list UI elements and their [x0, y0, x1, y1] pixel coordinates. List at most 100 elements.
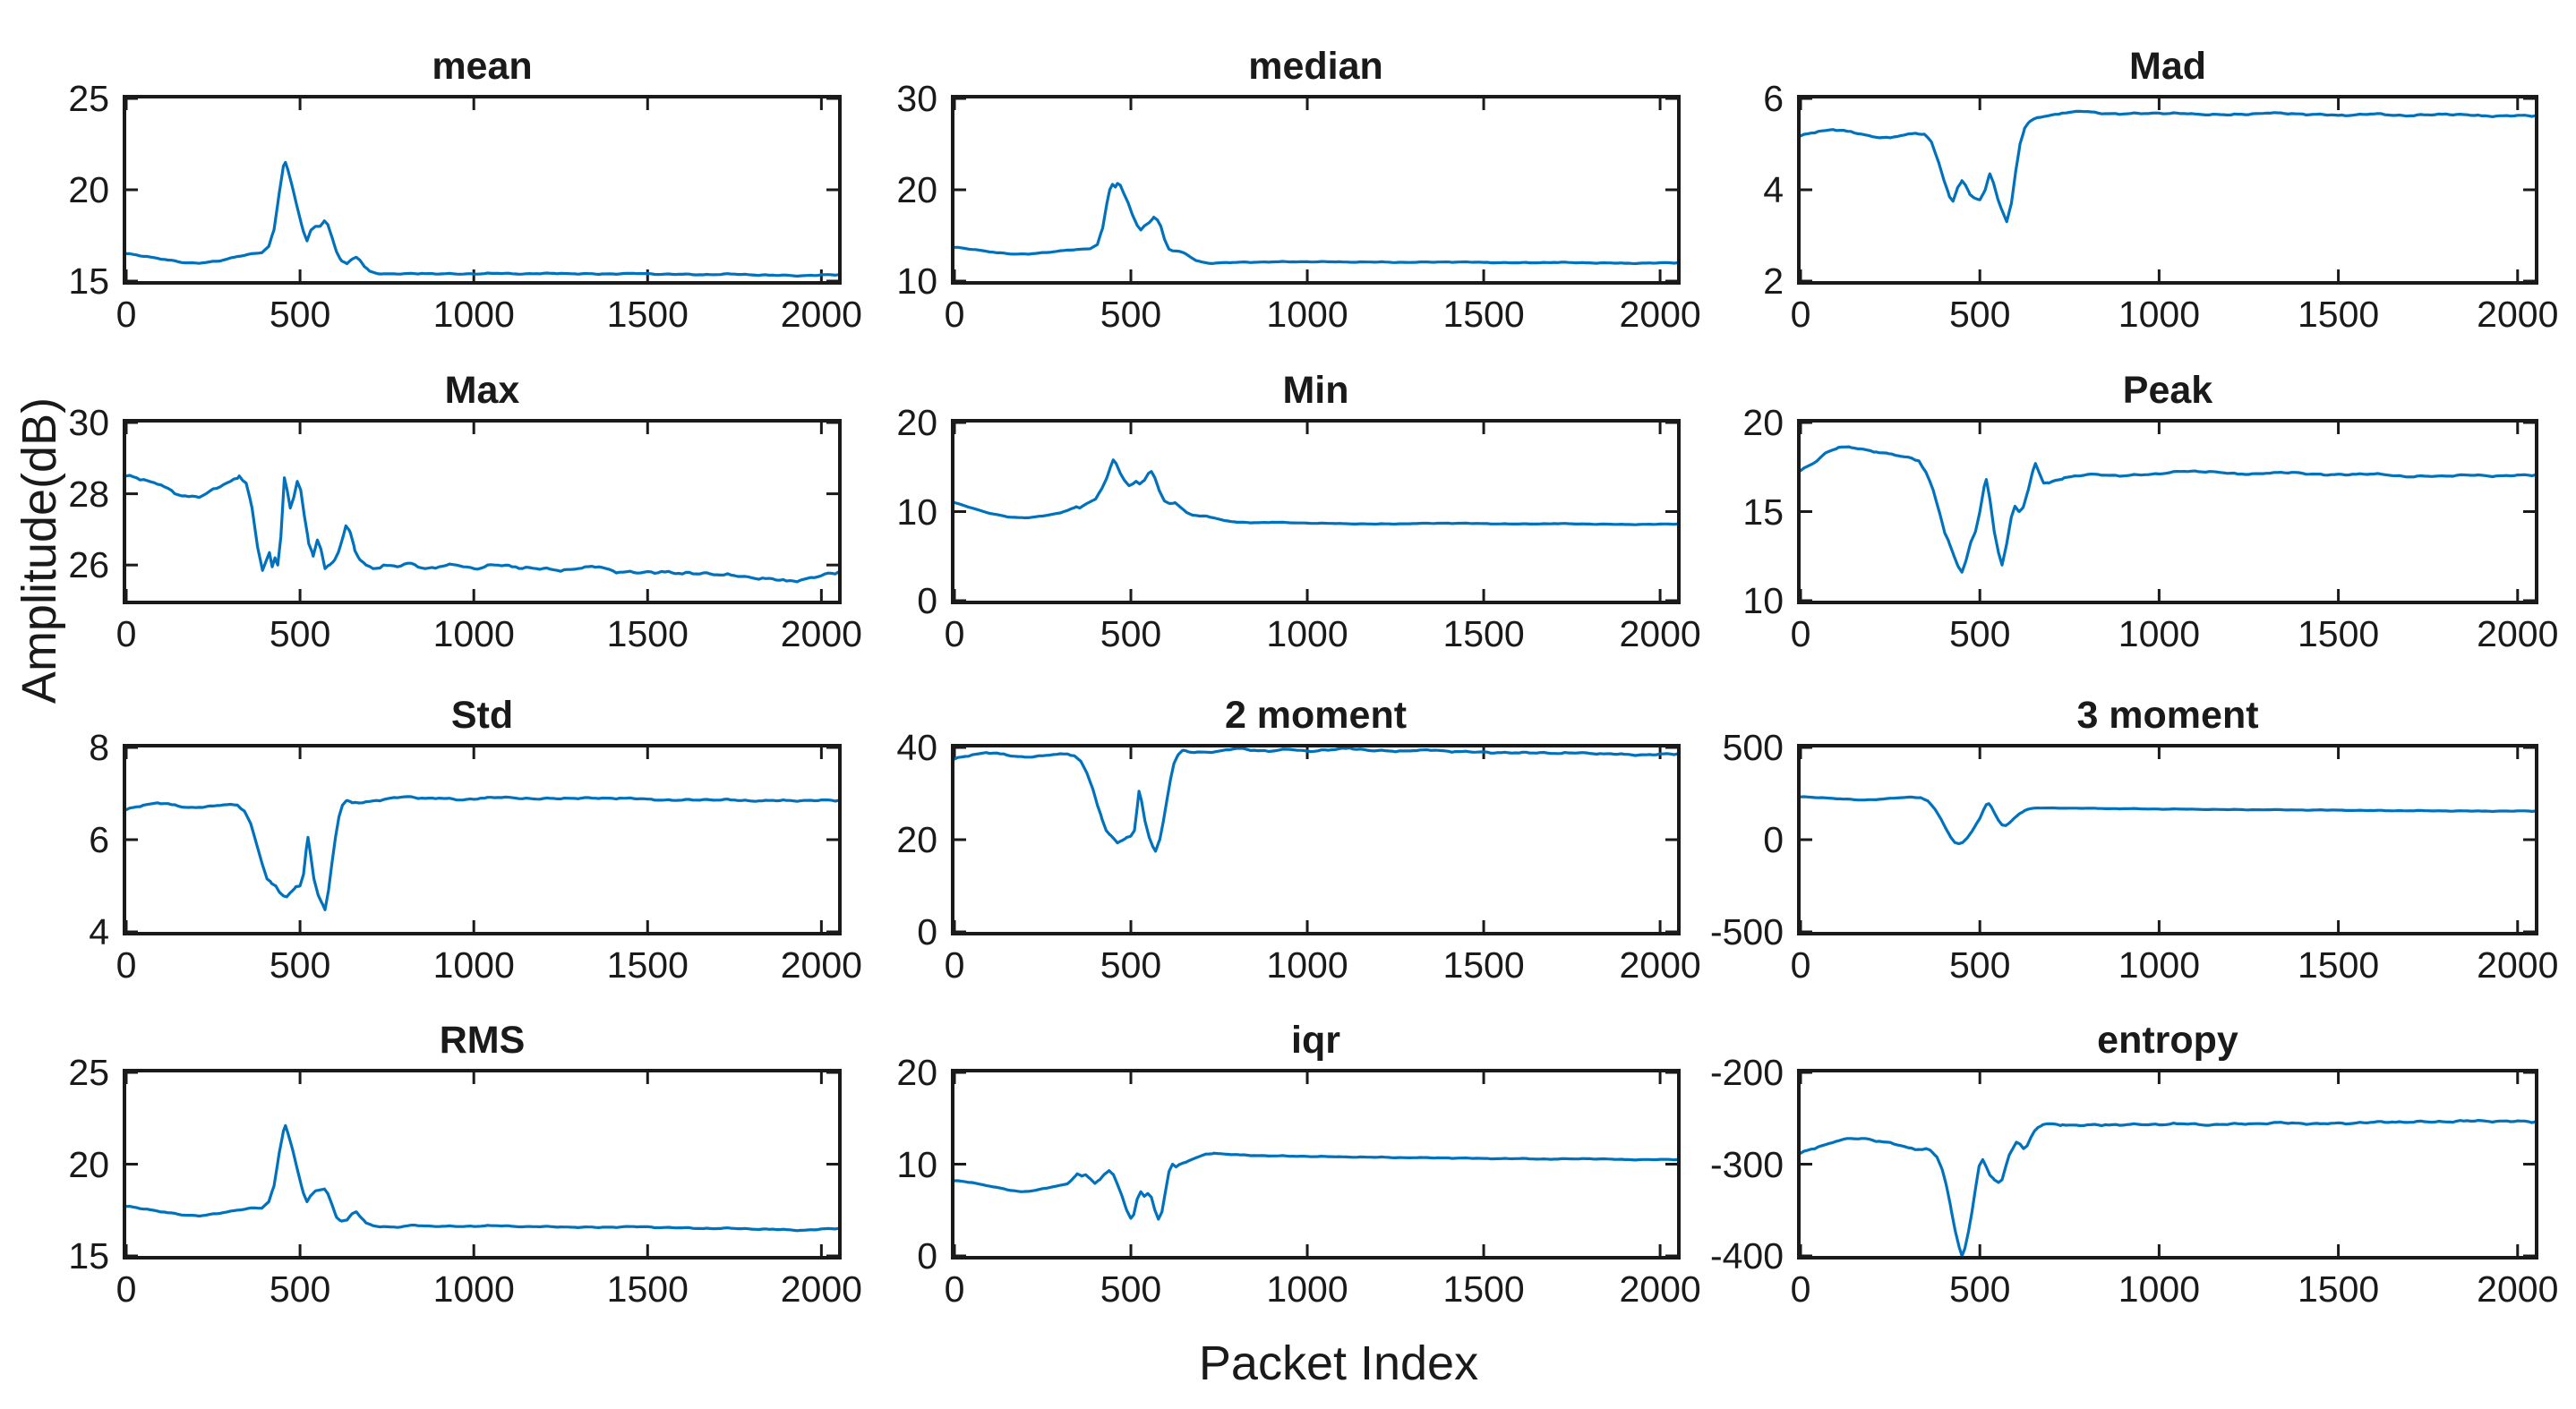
y-tick-label-std: 8	[89, 727, 109, 768]
x-tick-label-3-moment: 0	[1790, 944, 1811, 986]
x-tick-label-std: 1500	[606, 944, 689, 986]
y-tick-label-mean: 20	[68, 169, 109, 210]
plot-area-min	[954, 423, 1677, 601]
y-tick-label-rms: 25	[68, 1052, 109, 1093]
x-tick-label-rms: 2000	[780, 1268, 862, 1310]
plot-area-3-moment	[1801, 747, 2535, 932]
plot-area-max	[126, 423, 838, 601]
y-tick-label-std: 6	[89, 819, 109, 860]
plot-area-entropy	[1801, 1072, 2535, 1256]
x-tick-label-3-moment: 2000	[2477, 944, 2559, 986]
x-tick-label-2-moment: 2000	[1619, 944, 1701, 986]
x-tick-label-entropy: 1500	[2297, 1268, 2380, 1310]
x-tick-label-mean: 0	[116, 294, 137, 335]
x-tick-label-rms: 0	[116, 1268, 137, 1310]
subplot-title-min: Min	[1282, 369, 1349, 412]
y-tick-label-entropy: -300	[1709, 1143, 1784, 1185]
x-tick-label-mean: 500	[269, 294, 331, 335]
x-tick-label-std: 0	[116, 944, 137, 986]
subplot-iqr	[951, 1069, 1681, 1260]
subplot-peak	[1797, 419, 2538, 604]
x-tick-label-entropy: 2000	[2477, 1268, 2559, 1310]
data-line-iqr	[954, 1151, 1677, 1221]
subplot-title-mad: Mad	[2129, 45, 2206, 88]
x-tick-label-mad: 0	[1790, 294, 1811, 335]
subplot-3-moment	[1797, 744, 2538, 935]
subplot-std	[123, 744, 842, 935]
x-tick-label-iqr: 500	[1100, 1268, 1162, 1310]
y-tick-label-entropy: -200	[1709, 1052, 1784, 1093]
y-tick-label-entropy: -400	[1709, 1235, 1784, 1277]
subplot-title-2-moment: 2 moment	[1224, 694, 1408, 737]
x-tick-label-median: 1500	[1442, 294, 1525, 335]
x-tick-label-min: 500	[1100, 613, 1162, 654]
y-tick-label-2-moment: 0	[917, 911, 937, 952]
plot-area-mean	[126, 98, 838, 281]
x-tick-label-2-moment: 500	[1100, 944, 1162, 986]
plot-area-mad	[1801, 98, 2535, 281]
y-tick-label-iqr: 20	[896, 1052, 937, 1093]
data-line-min	[954, 458, 1677, 526]
y-tick-label-mean: 15	[68, 260, 109, 302]
x-tick-label-mad: 500	[1948, 294, 2011, 335]
x-tick-label-median: 1000	[1266, 294, 1348, 335]
y-tick-label-peak: 10	[1742, 580, 1784, 621]
y-tick-label-median: 30	[896, 78, 937, 119]
y-tick-label-peak: 20	[1742, 402, 1784, 443]
subplot-2-moment	[951, 744, 1681, 935]
x-tick-label-max: 500	[269, 613, 331, 654]
x-tick-label-median: 500	[1100, 294, 1162, 335]
y-tick-label-min: 10	[896, 491, 937, 533]
y-tick-label-median: 10	[896, 260, 937, 302]
data-line-mad	[1801, 109, 2535, 224]
y-tick-label-min: 0	[917, 580, 937, 621]
subplot-title-rms: RMS	[439, 1019, 526, 1062]
y-tick-label-3-moment: 500	[1722, 727, 1784, 768]
subplot-title-max: Max	[444, 369, 520, 412]
data-line-std	[126, 795, 838, 911]
subplot-mean	[123, 95, 842, 285]
y-tick-label-mean: 25	[68, 78, 109, 119]
data-line-2-moment	[954, 747, 1677, 853]
subplot-title-median: median	[1248, 45, 1383, 88]
x-tick-label-3-moment: 500	[1948, 944, 2011, 986]
x-tick-label-peak: 2000	[2477, 613, 2559, 654]
plot-area-iqr	[954, 1072, 1677, 1256]
subplot-title-3-moment: 3 moment	[2076, 694, 2259, 737]
x-tick-label-std: 1000	[432, 944, 515, 986]
y-tick-label-2-moment: 20	[896, 819, 937, 860]
x-tick-label-median: 0	[944, 294, 965, 335]
y-tick-label-median: 20	[896, 169, 937, 210]
subplot-title-iqr: iqr	[1291, 1019, 1340, 1062]
x-tick-label-min: 2000	[1619, 613, 1701, 654]
plot-area-2-moment	[954, 747, 1677, 932]
x-tick-label-rms: 1000	[432, 1268, 515, 1310]
y-tick-label-3-moment: 0	[1763, 819, 1784, 860]
x-tick-label-entropy: 0	[1790, 1268, 1811, 1310]
x-tick-label-max: 2000	[780, 613, 862, 654]
x-tick-label-peak: 1500	[2297, 613, 2380, 654]
subplot-min	[951, 419, 1681, 604]
x-tick-label-mean: 1500	[606, 294, 689, 335]
y-tick-label-2-moment: 40	[896, 727, 937, 768]
x-tick-label-iqr: 2000	[1619, 1268, 1701, 1310]
x-tick-label-min: 0	[944, 613, 965, 654]
x-tick-label-max: 0	[116, 613, 137, 654]
x-tick-label-mean: 1000	[432, 294, 515, 335]
x-tick-label-rms: 1500	[606, 1268, 689, 1310]
data-line-rms	[126, 1123, 838, 1233]
y-tick-label-mad: 6	[1763, 78, 1784, 119]
x-tick-label-min: 1000	[1266, 613, 1348, 654]
subplot-mad	[1797, 95, 2538, 285]
x-axis-label: Packet Index	[1198, 1336, 1479, 1390]
x-tick-label-std: 500	[269, 944, 331, 986]
x-tick-label-entropy: 500	[1948, 1268, 2011, 1310]
x-tick-label-iqr: 1500	[1442, 1268, 1525, 1310]
data-line-median	[954, 182, 1677, 266]
x-tick-label-peak: 500	[1948, 613, 2011, 654]
subplot-title-std: Std	[450, 694, 514, 737]
y-tick-label-3-moment: -500	[1709, 911, 1784, 952]
y-tick-label-peak: 15	[1742, 491, 1784, 533]
subplot-median	[951, 95, 1681, 285]
plot-area-rms	[126, 1072, 838, 1256]
